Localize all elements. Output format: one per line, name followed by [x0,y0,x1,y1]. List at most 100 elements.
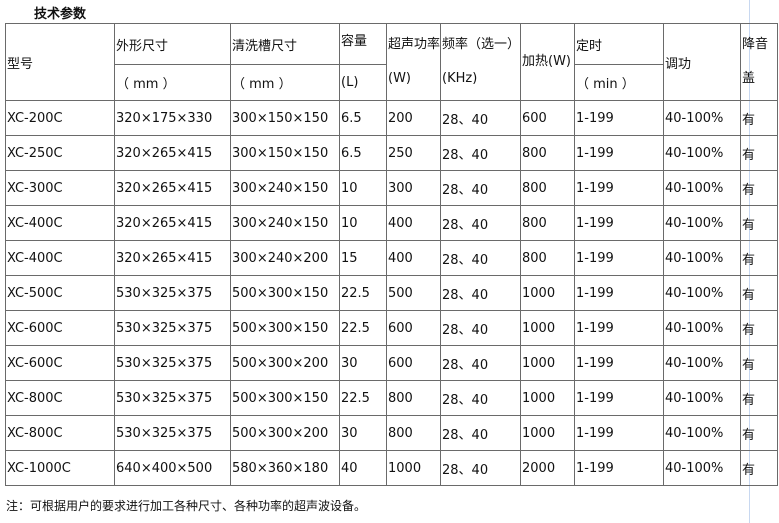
cell-capacity: 22.5 [339,380,387,416]
cell-timer: 1-199 [574,450,664,486]
cell-power: 600 [386,345,441,381]
header-model: 型号 [5,23,115,101]
cell-capacity: 30 [339,415,387,451]
cell-heating: 800 [520,240,575,276]
header-power: 超声功率(W) [386,23,441,101]
cell-model: XC-600C [5,345,115,381]
cell-power: 300 [386,170,441,206]
cell-outer-size: 530×325×375 [114,415,231,451]
footnote: 注：可根据用户的要求进行加工各种尺寸、各种功率的超声波设备。 [6,499,367,513]
cell-lid: 有 [740,450,778,486]
header-power-label: 超声功率(W) [388,37,441,86]
cell-lid: 有 [740,380,778,416]
cell-model: XC-200C [5,100,115,136]
cell-lid: 有 [740,415,778,451]
cell-power: 200 [386,100,441,136]
cell-outer-size: 320×265×415 [114,135,231,171]
cell-model: XC-800C [5,380,115,416]
cell-power: 400 [386,240,441,276]
cell-capacity: 6.5 [339,135,387,171]
table-row: XC-400C 320×265×415 300×240×200 15 400 28、40 8… [5,240,778,276]
table-row: XC-300C 320×265×415 300×240×150 10 300 28、40 8… [5,170,778,206]
cell-capacity: 6.5 [339,100,387,136]
cell-capacity: 10 [339,170,387,206]
cell-lid: 有 [740,275,778,311]
cell-power-adjust: 40-100% [663,135,741,171]
cell-power-adjust: 40-100% [663,450,741,486]
cell-tank-size: 300×150×150 [230,135,340,171]
cell-power-adjust: 40-100% [663,170,741,206]
cell-tank-size: 300×240×150 [230,205,340,241]
cell-heating: 1000 [520,345,575,381]
cell-frequency: 28、40 [440,450,521,486]
cell-frequency: 28、40 [440,345,521,381]
cell-heating: 1000 [520,380,575,416]
cell-capacity: 22.5 [339,275,387,311]
table-row: XC-200C 320×175×330 300×150×150 6.5 200 28、40… [5,100,778,136]
cell-frequency: 28、40 [440,415,521,451]
cell-capacity: 30 [339,345,387,381]
cell-outer-size: 530×325×375 [114,310,231,346]
cell-heating: 600 [520,100,575,136]
cell-model: XC-500C [5,275,115,311]
cell-model: XC-600C [5,310,115,346]
cell-tank-size: 500×300×200 [230,345,340,381]
header-row: 型号 外形尺寸 清洗槽尺寸 容量 超声功率(W) 频率（选一）(KHz) 加热(… [5,23,778,101]
cell-heating: 800 [520,135,575,171]
table-row: XC-800C 530×325×375 500×300×150 22.5 800 28、4… [5,380,778,416]
cell-power-adjust: 40-100% [663,205,741,241]
cell-tank-size: 580×360×180 [230,450,340,486]
spec-table: 型号 外形尺寸 清洗槽尺寸 容量 超声功率(W) 频率（选一）(KHz) 加热(… [5,23,778,486]
cell-lid: 有 [740,135,778,171]
cell-power: 1000 [386,450,441,486]
header-heat-label: 加热(W) [522,54,571,69]
header-capacity: 容量 [339,23,387,65]
cell-outer-size: 320×265×415 [114,205,231,241]
header-capacity-unit: (L) [339,64,387,101]
cell-power: 600 [386,310,441,346]
cell-timer: 1-199 [574,240,664,276]
table-row: XC-600C 530×325×375 500×300×200 30 600 28、40 1… [5,345,778,381]
cell-heating: 1000 [520,310,575,346]
cell-timer: 1-199 [574,310,664,346]
cell-power: 400 [386,205,441,241]
cell-model: XC-400C [5,205,115,241]
header-lid-label: 降音盖 [742,37,769,86]
cell-tank-size: 300×240×150 [230,170,340,206]
table-row: XC-500C 530×325×375 500×300×150 22.5 500 28、4… [5,275,778,311]
header-outer: 外形尺寸 [114,23,231,65]
cell-outer-size: 320×265×415 [114,170,231,206]
table-row: XC-250C 320×265×415 300×150×150 6.5 250 28、40… [5,135,778,171]
cell-lid: 有 [740,170,778,206]
header-outer-unit: （ mm ） [114,64,231,101]
cell-timer: 1-199 [574,415,664,451]
cell-tank-size: 500×300×200 [230,415,340,451]
cell-model: XC-250C [5,135,115,171]
cell-lid: 有 [740,345,778,381]
cell-capacity: 10 [339,205,387,241]
cell-outer-size: 640×400×500 [114,450,231,486]
cell-lid: 有 [740,100,778,136]
cell-outer-size: 530×325×375 [114,345,231,381]
cell-heating: 1000 [520,275,575,311]
cell-heating: 800 [520,170,575,206]
cell-power: 800 [386,380,441,416]
cell-timer: 1-199 [574,205,664,241]
table-row: XC-600C 530×325×375 500×300×150 22.5 600 28、4… [5,310,778,346]
cell-power-adjust: 40-100% [663,100,741,136]
cell-lid: 有 [740,205,778,241]
cell-heating: 1000 [520,415,575,451]
cell-power-adjust: 40-100% [663,275,741,311]
header-lid: 降音盖 [740,23,778,101]
section-title: 技术参数 [34,7,87,22]
cell-frequency: 28、40 [440,380,521,416]
cell-timer: 1-199 [574,135,664,171]
cell-power-adjust: 40-100% [663,415,741,451]
header-tank-unit: （ mm ） [230,64,340,101]
cell-outer-size: 530×325×375 [114,380,231,416]
cell-tank-size: 300×240×200 [230,240,340,276]
table-row: XC-1000C 640×400×500 580×360×180 40 1000 28、4… [5,450,778,486]
cell-capacity: 22.5 [339,310,387,346]
cell-power-adjust: 40-100% [663,240,741,276]
cell-timer: 1-199 [574,275,664,311]
